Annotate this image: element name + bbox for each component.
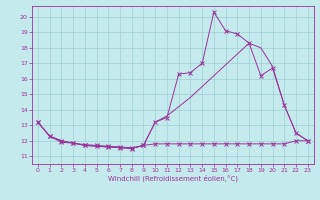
X-axis label: Windchill (Refroidissement éolien,°C): Windchill (Refroidissement éolien,°C) <box>108 175 238 182</box>
